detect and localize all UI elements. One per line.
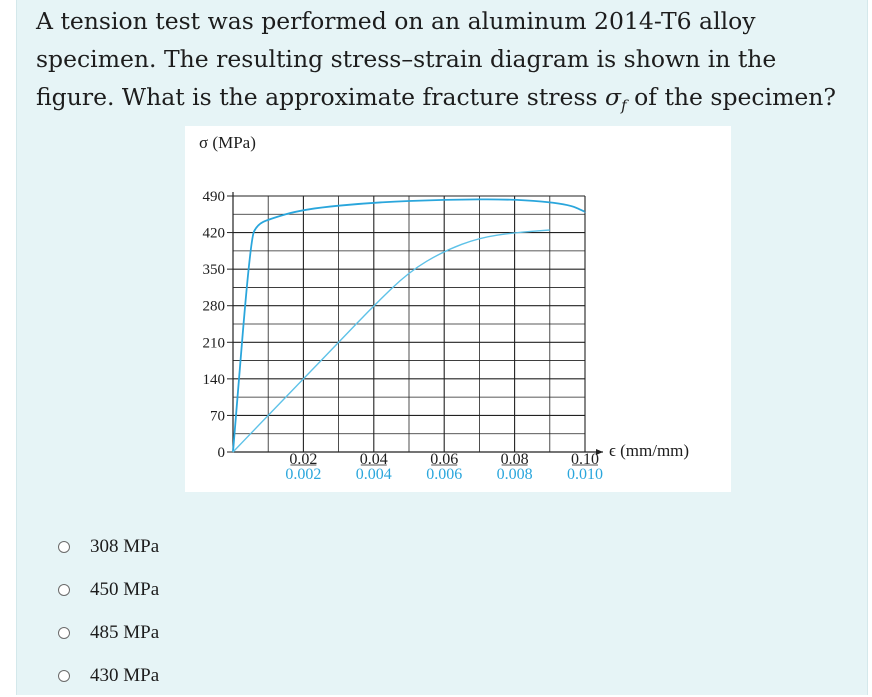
question-card: A tension test was performed on an alumi… <box>16 0 868 695</box>
y-tick-label: 490 <box>203 189 226 205</box>
question-line-3-end: of the specimen? <box>626 83 837 111</box>
y-tick-label: 0 <box>218 445 226 461</box>
question-line-1: A tension test was performed on an alumi… <box>36 7 756 35</box>
curve-upper-scale <box>232 198 586 453</box>
y-tick-label: 140 <box>203 372 226 388</box>
question-line-3-start: figure. What is the approximate fracture… <box>36 83 606 111</box>
x-tick-label-lower: 0.008 <box>497 466 533 483</box>
x-tick-label-upper: 0.08 <box>501 451 529 468</box>
y-tick-label: 210 <box>203 335 226 351</box>
question-text: A tension test was performed on an alumi… <box>36 2 856 125</box>
x-tick-label-upper: 0.06 <box>430 451 458 468</box>
answer-options: 308 MPa 450 MPa 485 MPa 430 MPa <box>58 525 159 697</box>
question-line-2: specimen. The resulting stress–strain di… <box>36 45 777 73</box>
y-tick-label: 420 <box>203 226 226 242</box>
y-tick-label: 280 <box>203 299 226 315</box>
answer-option[interactable]: 308 MPa <box>58 525 159 568</box>
answer-option[interactable]: 485 MPa <box>58 611 159 654</box>
sigma-symbol: σ <box>605 83 622 111</box>
option-label: 430 MPa <box>90 664 160 686</box>
option-label: 485 MPa <box>90 621 160 643</box>
x-axis-arrow <box>596 449 603 455</box>
x-tick-label-lower: 0.004 <box>356 466 392 483</box>
radio-button[interactable] <box>58 540 70 553</box>
sigma-subscript: f <box>621 96 627 115</box>
radio-button[interactable] <box>58 583 70 596</box>
curve-lower-scale <box>232 229 550 453</box>
x-axis-label: ϵ (mm/mm) <box>609 441 689 460</box>
y-axis-label: σ (MPa) <box>199 133 256 152</box>
x-tick-label-lower: 0.002 <box>285 466 321 483</box>
option-label: 308 MPa <box>90 535 160 557</box>
x-tick-label-upper: 0.04 <box>360 451 388 468</box>
radio-button[interactable] <box>58 669 70 682</box>
stress-strain-figure: 490 420 350 280 210 140 70 0 0.02 0.04 0.06 0.08 0.1… <box>185 126 731 492</box>
x-tick-label-upper: 0.02 <box>289 451 317 468</box>
y-tick-label: 350 <box>203 262 226 278</box>
x-tick-label-upper: 0.10 <box>571 451 599 468</box>
stress-strain-chart: 490 420 350 280 210 140 70 0 0.02 0.04 0.06 0.08 0.1… <box>199 133 689 483</box>
y-tick-label: 70 <box>210 408 225 424</box>
option-label: 450 MPa <box>90 578 160 600</box>
x-tick-label-lower: 0.010 <box>567 466 603 483</box>
radio-button[interactable] <box>58 626 70 639</box>
answer-option[interactable]: 430 MPa <box>58 654 159 697</box>
x-tick-label-lower: 0.006 <box>426 466 462 483</box>
answer-option[interactable]: 450 MPa <box>58 568 159 611</box>
